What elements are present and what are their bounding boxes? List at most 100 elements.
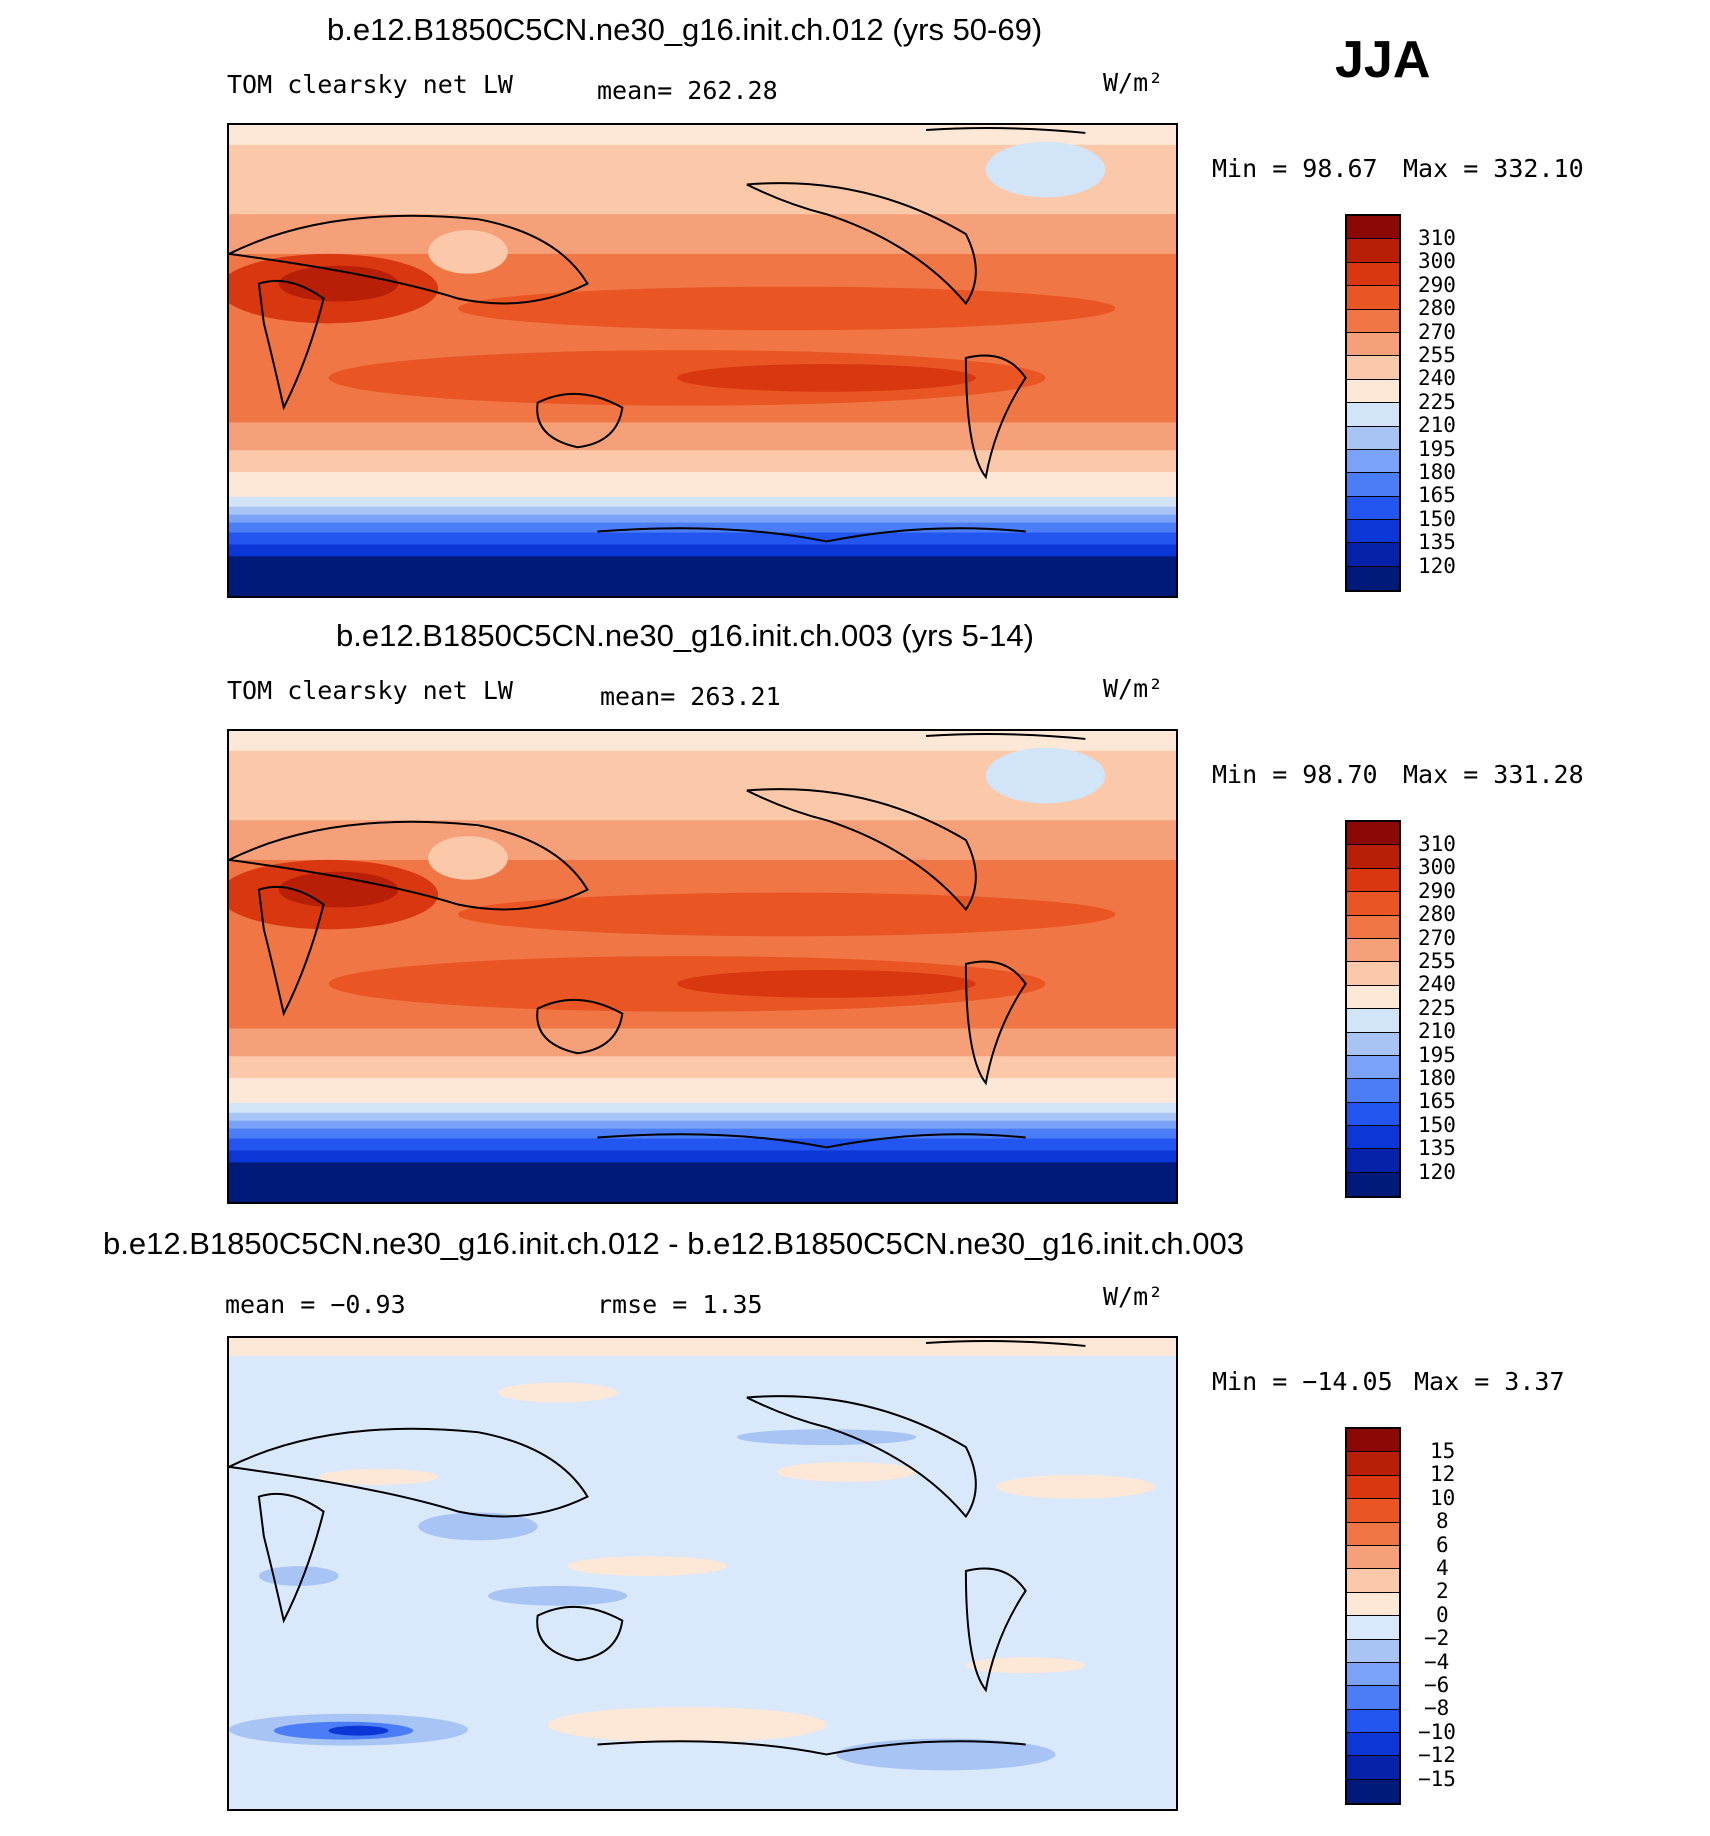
colorbar-box — [1347, 985, 1399, 1010]
panel-1-map — [227, 123, 1178, 598]
colorbar-label: 10 — [1430, 1485, 1456, 1510]
panel-1-variable: TOM clearsky net LW — [227, 70, 513, 99]
colorbar-box — [1347, 1009, 1399, 1033]
colorbar-label: 290 — [1418, 272, 1456, 297]
panel-2-min: Min = 98.70 — [1212, 760, 1378, 789]
colorbar-box — [1347, 1149, 1399, 1173]
colorbar-label: −6 — [1424, 1673, 1450, 1697]
panel-3-map — [227, 1336, 1178, 1811]
colorbar-label: 280 — [1418, 296, 1456, 321]
panel-3-units: W/m² — [1103, 1282, 1164, 1311]
colorbar-label: 270 — [1418, 925, 1456, 950]
panel-3-mean: mean = −0.93 — [225, 1290, 406, 1319]
panel-3-rmse: rmse = 1.35 — [597, 1290, 763, 1319]
colorbar-label: 8 — [1436, 1509, 1449, 1534]
colorbar-label: 0 — [1436, 1602, 1449, 1627]
colorbar-label: 210 — [1418, 413, 1456, 438]
panel-2-mean: mean= 263.21 — [600, 682, 781, 711]
colorbar-label: 120 — [1418, 1159, 1456, 1184]
colorbar-label: 165 — [1418, 483, 1456, 508]
colorbar-box — [1347, 262, 1399, 287]
panel-1-heatmap — [229, 125, 1176, 596]
colorbar-box — [1347, 1172, 1399, 1197]
panel-2-variable: TOM clearsky net LW — [227, 676, 513, 705]
colorbar-label: 135 — [1418, 1136, 1456, 1161]
panel-3-title: b.e12.B1850C5CN.ne30_g16.init.ch.012 - b… — [103, 1226, 1244, 1261]
colorbar-label: 310 — [1418, 226, 1456, 250]
panel-1-max: Max = 332.10 — [1403, 154, 1584, 183]
colorbar-box — [1347, 1569, 1399, 1593]
colorbar-box — [1347, 1429, 1399, 1453]
colorbar-label: 270 — [1418, 319, 1456, 344]
colorbar-label: −4 — [1424, 1649, 1450, 1674]
panel-2-max: Max = 331.28 — [1403, 760, 1584, 789]
colorbar-label: 120 — [1418, 553, 1456, 578]
colorbar-box — [1347, 962, 1399, 986]
colorbar-label: −15 — [1418, 1766, 1456, 1791]
colorbar-label: 180 — [1418, 1066, 1456, 1090]
colorbar-label: 195 — [1418, 1042, 1456, 1067]
colorbar-label: −10 — [1418, 1719, 1456, 1744]
panel-3-min: Min = −14.05 — [1212, 1367, 1393, 1396]
colorbar-box — [1347, 566, 1399, 591]
colorbar-label: 180 — [1418, 460, 1456, 484]
colorbar-label: 150 — [1418, 506, 1456, 531]
colorbar-box — [1347, 1055, 1399, 1080]
colorbar-box — [1347, 868, 1399, 893]
colorbar-box — [1347, 1779, 1399, 1804]
colorbar-label: 2 — [1436, 1579, 1449, 1604]
colorbar-box — [1347, 1662, 1399, 1687]
panel-2-colorbar — [1345, 820, 1401, 1199]
colorbar-box — [1347, 379, 1399, 404]
colorbar-label: 290 — [1418, 878, 1456, 903]
panel-1-title: b.e12.B1850C5CN.ne30_g16.init.ch.012 (yr… — [327, 12, 1043, 47]
panel-1-colorbar — [1345, 214, 1401, 593]
colorbar-box — [1347, 1756, 1399, 1780]
panel-2-units: W/m² — [1103, 674, 1164, 703]
panel-2-map — [227, 729, 1178, 1204]
colorbar-label: 135 — [1418, 530, 1456, 555]
colorbar-label: 255 — [1418, 949, 1456, 973]
colorbar-label: 210 — [1418, 1019, 1456, 1044]
colorbar-box — [1347, 239, 1399, 263]
colorbar-box — [1347, 1639, 1399, 1663]
colorbar-box — [1347, 403, 1399, 427]
colorbar-box — [1347, 520, 1399, 544]
panel-2-title: b.e12.B1850C5CN.ne30_g16.init.ch.003 (yr… — [336, 618, 1034, 653]
panel-2-heatmap — [229, 731, 1176, 1202]
colorbar-box — [1347, 892, 1399, 916]
colorbar-box — [1347, 1475, 1399, 1500]
colorbar-box — [1347, 822, 1399, 846]
colorbar-label: 240 — [1418, 366, 1456, 391]
panel-3-colorbar — [1345, 1427, 1401, 1806]
panel-1-units: W/m² — [1103, 68, 1164, 97]
colorbar-box — [1347, 309, 1399, 333]
colorbar-box — [1347, 216, 1399, 240]
panel-3-heatmap — [229, 1338, 1176, 1809]
colorbar-box — [1347, 938, 1399, 963]
colorbar-label: 4 — [1436, 1556, 1449, 1580]
colorbar-box — [1347, 1126, 1399, 1150]
colorbar-label: 195 — [1418, 436, 1456, 461]
colorbar-box — [1347, 1499, 1399, 1523]
colorbar-box — [1347, 1686, 1399, 1710]
colorbar-label: 165 — [1418, 1089, 1456, 1114]
colorbar-label: 225 — [1418, 389, 1456, 414]
colorbar-box — [1347, 496, 1399, 521]
colorbar-label: 150 — [1418, 1112, 1456, 1137]
colorbar-box — [1347, 1102, 1399, 1127]
colorbar-label: 6 — [1436, 1532, 1449, 1557]
panel-3-max: Max = 3.37 — [1414, 1367, 1565, 1396]
colorbar-box — [1347, 915, 1399, 939]
colorbar-label: −2 — [1424, 1626, 1450, 1651]
colorbar-label: −12 — [1418, 1743, 1456, 1768]
colorbar-label: 280 — [1418, 902, 1456, 927]
colorbar-box — [1347, 1592, 1399, 1617]
panel-1-min: Min = 98.67 — [1212, 154, 1378, 183]
colorbar-label: 300 — [1418, 855, 1456, 880]
season-label: JJA — [1335, 31, 1431, 89]
colorbar-box — [1347, 1452, 1399, 1476]
colorbar-label: 240 — [1418, 972, 1456, 997]
colorbar-label: 15 — [1430, 1439, 1456, 1463]
colorbar-box — [1347, 1522, 1399, 1546]
